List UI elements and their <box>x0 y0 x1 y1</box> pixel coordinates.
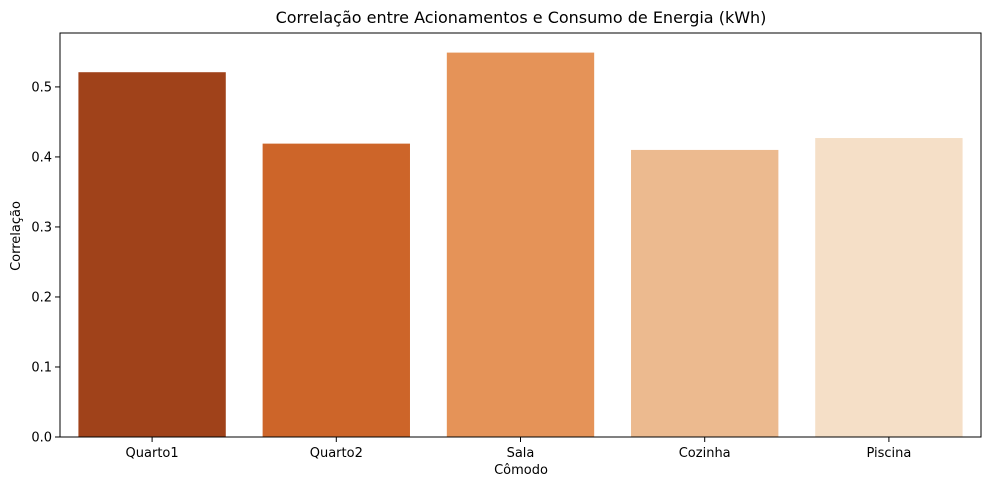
y-tick-label: 0.2 <box>31 290 52 305</box>
plot-frame <box>59 32 982 438</box>
y-tick-label: 0.4 <box>31 150 52 165</box>
x-tick-label: Sala <box>507 446 535 461</box>
y-axis-label: Correlação <box>9 201 24 271</box>
axes-layer: Quarto1 Quarto2 Sala Cozinha Piscina 0.0 0.1 0.… <box>31 32 982 461</box>
bars-layer <box>78 52 963 437</box>
x-tick-label: Quarto2 <box>310 446 363 461</box>
x-axis-label: Cômodo <box>494 463 548 478</box>
y-tick-label: 0.5 <box>31 80 52 95</box>
y-tick-label: 0.3 <box>31 220 52 235</box>
x-tick-label: Quarto1 <box>126 446 179 461</box>
bar-cozinha <box>631 149 779 437</box>
y-tick-label: 0.1 <box>31 360 52 375</box>
bar-quarto1 <box>78 72 226 437</box>
x-tick-label: Cozinha <box>679 446 731 461</box>
bar-piscina <box>815 138 963 437</box>
x-tick-label: Piscina <box>866 446 911 461</box>
bar-quarto2 <box>262 143 410 437</box>
bar-sala <box>446 52 595 437</box>
y-tick-label: 0.0 <box>31 431 52 446</box>
chart-title: Correlação entre Acionamentos e Consumo … <box>276 8 767 27</box>
